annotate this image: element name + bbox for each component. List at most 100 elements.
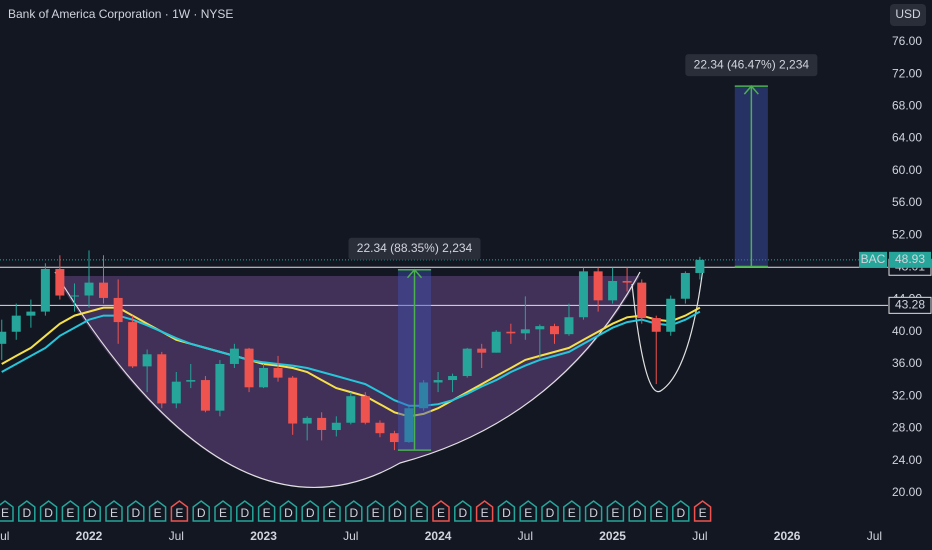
event-icon bbox=[0, 500, 14, 522]
x-tick-label: 2025 bbox=[599, 529, 626, 543]
event-label: E bbox=[66, 506, 74, 520]
candle-body bbox=[506, 331, 516, 334]
candle-body bbox=[549, 326, 559, 335]
candle-body bbox=[666, 298, 676, 332]
currency-button[interactable] bbox=[890, 4, 926, 26]
event-label: D bbox=[240, 506, 249, 520]
level-tag bbox=[888, 296, 932, 314]
y-tick-label: 68.00 bbox=[892, 98, 922, 112]
candle-body bbox=[98, 282, 108, 298]
event-label: E bbox=[655, 506, 663, 520]
candle-body bbox=[680, 272, 690, 299]
event-label: D bbox=[589, 506, 598, 520]
measure-label-box bbox=[685, 54, 818, 77]
candle-body bbox=[360, 396, 370, 423]
event-icon bbox=[257, 500, 276, 522]
event-icon bbox=[519, 500, 537, 522]
event-label: E bbox=[263, 506, 271, 520]
event-icon bbox=[18, 500, 36, 522]
cup-shade bbox=[55, 276, 640, 488]
candle-body bbox=[331, 422, 341, 430]
candle-body bbox=[142, 354, 152, 367]
last-price-label: 48.93 bbox=[895, 252, 925, 266]
event-label: E bbox=[328, 506, 336, 520]
last-price-tag bbox=[889, 251, 931, 268]
y-tick-label: 72.00 bbox=[892, 66, 922, 80]
y-tick-label: 56.00 bbox=[892, 195, 922, 209]
candle-body bbox=[244, 348, 254, 388]
x-tick-label: Jul bbox=[518, 529, 533, 543]
cup-curve bbox=[54, 271, 641, 489]
x-tick-label: Jul bbox=[867, 529, 882, 543]
event-icon bbox=[541, 500, 559, 522]
y-tick-label: 40.00 bbox=[892, 324, 922, 338]
event-icon bbox=[279, 500, 298, 522]
candle-body bbox=[0, 331, 7, 344]
event-label: E bbox=[437, 506, 445, 520]
event-label: E bbox=[481, 506, 489, 520]
candle-body bbox=[55, 268, 65, 296]
event-label: D bbox=[676, 506, 685, 520]
y-tick-label: 20.00 bbox=[892, 485, 922, 499]
event-label: D bbox=[458, 506, 467, 520]
event-label: D bbox=[633, 506, 642, 520]
candle-body bbox=[651, 318, 661, 332]
candle-body bbox=[535, 326, 545, 330]
candle-body bbox=[157, 354, 167, 404]
event-icon bbox=[39, 500, 58, 522]
measure-label-box bbox=[348, 237, 481, 260]
event-label: D bbox=[393, 506, 402, 520]
candle-body bbox=[186, 380, 196, 382]
event-icon bbox=[563, 500, 581, 522]
event-label: D bbox=[197, 506, 206, 520]
plot: 22.34 (88.35%) 2,234 22.34 (46.47%) 2,234… bbox=[0, 54, 888, 522]
candle-body bbox=[564, 317, 574, 335]
candle-body bbox=[11, 315, 21, 332]
event-icon bbox=[345, 500, 363, 522]
candle-body bbox=[448, 376, 458, 381]
event-icon bbox=[650, 500, 668, 522]
event-icon bbox=[236, 500, 254, 522]
candle-body bbox=[288, 377, 298, 424]
event-label: D bbox=[88, 506, 97, 520]
event-icon bbox=[410, 500, 428, 522]
event-label: E bbox=[1, 506, 9, 520]
x-tick-label: 2026 bbox=[774, 529, 801, 543]
axis-layer: 20.0024.0028.0032.0036.0040.0044.0048.00… bbox=[0, 34, 932, 543]
symbol-tag bbox=[859, 251, 887, 268]
event-label: D bbox=[502, 506, 511, 520]
event-label: E bbox=[175, 506, 183, 520]
event-icon bbox=[475, 500, 494, 522]
measure-label: 22.34 (46.47%) 2,234 bbox=[694, 57, 810, 71]
candle-body bbox=[40, 268, 50, 312]
event-icon bbox=[170, 500, 189, 522]
event-icon bbox=[83, 500, 101, 522]
measure-label: 22.34 (88.35%) 2,234 bbox=[357, 241, 473, 255]
candle-body bbox=[695, 259, 705, 273]
event-icon bbox=[432, 500, 450, 522]
event-label: D bbox=[284, 506, 293, 520]
handle-curve bbox=[631, 267, 704, 393]
x-tick-label: Jul bbox=[343, 529, 358, 543]
candle-body bbox=[84, 282, 94, 296]
candle-body bbox=[26, 311, 36, 316]
event-label: D bbox=[22, 506, 31, 520]
event-label: E bbox=[699, 506, 707, 520]
event-label: D bbox=[349, 506, 358, 520]
x-tick-label: 2024 bbox=[425, 529, 452, 543]
event-icon bbox=[497, 500, 516, 522]
candle-body bbox=[171, 381, 181, 404]
level-label: 43.28 bbox=[895, 298, 925, 312]
y-tick-label: 32.00 bbox=[892, 388, 922, 402]
candle-body bbox=[259, 367, 269, 388]
candle-body bbox=[346, 396, 356, 423]
event-label: E bbox=[372, 506, 380, 520]
candle-body bbox=[229, 348, 239, 364]
symbol-label: BAC bbox=[861, 252, 886, 266]
x-tick-label: Jul bbox=[692, 529, 707, 543]
event-icon bbox=[192, 500, 210, 522]
candle-body bbox=[608, 281, 618, 301]
event-label: E bbox=[611, 506, 619, 520]
event-icon bbox=[105, 500, 123, 522]
